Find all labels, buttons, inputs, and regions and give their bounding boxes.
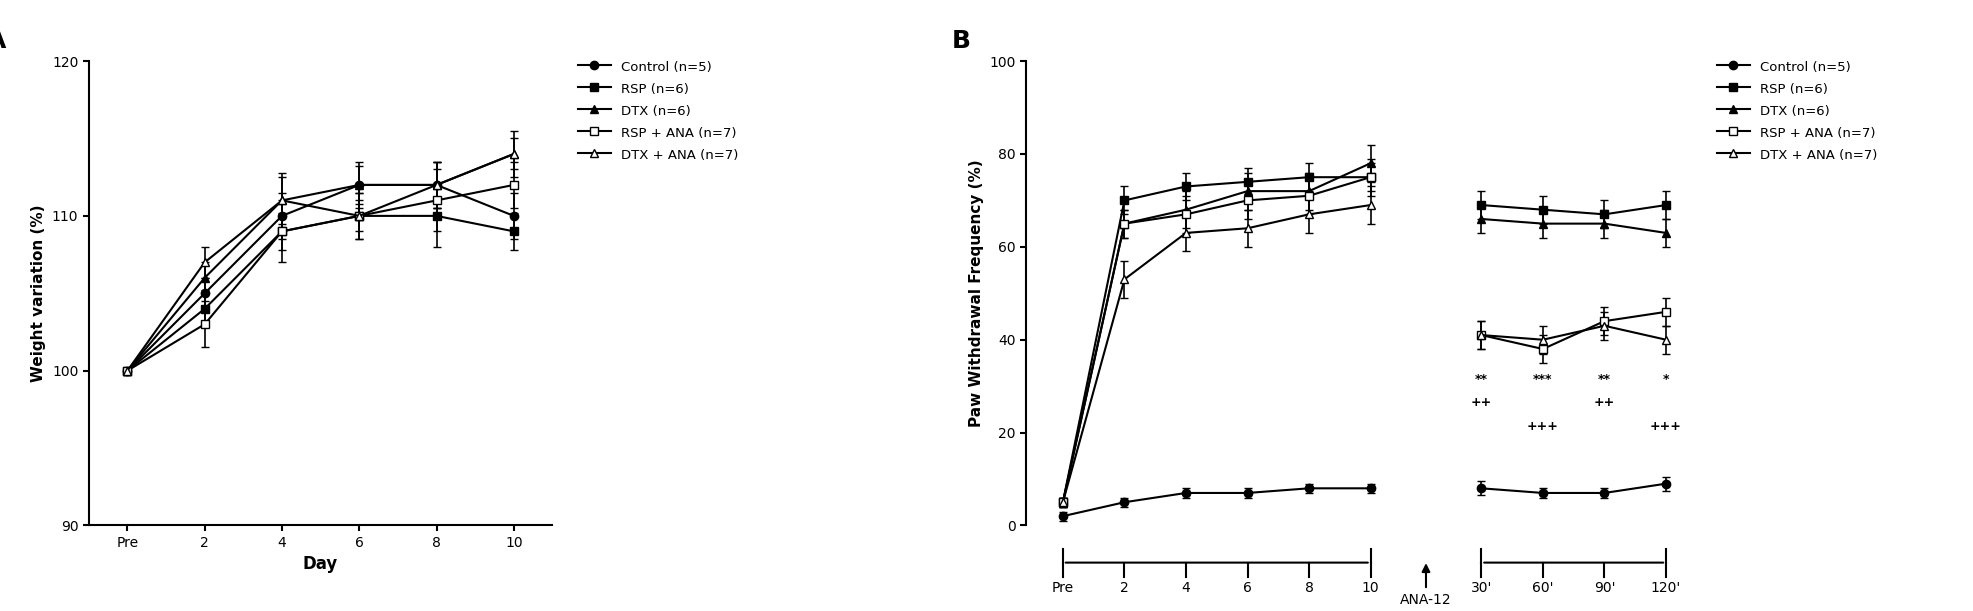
Text: 4: 4 (1182, 581, 1190, 595)
Text: ++: ++ (1470, 397, 1492, 409)
Y-axis label: Weight variation (%): Weight variation (%) (32, 205, 45, 382)
Text: ***: *** (1533, 373, 1553, 386)
Text: +++: +++ (1649, 420, 1681, 433)
Text: A: A (0, 29, 6, 53)
Text: 6: 6 (1243, 581, 1253, 595)
Text: 2: 2 (1121, 581, 1129, 595)
Legend: Control (n=5), RSP (n=6), DTX (n=6), RSP + ANA (n=7), DTX + ANA (n=7): Control (n=5), RSP (n=6), DTX (n=6), RSP… (578, 59, 738, 163)
Text: 90': 90' (1594, 581, 1616, 595)
Text: Pre: Pre (1052, 581, 1073, 595)
Text: 60': 60' (1533, 581, 1553, 595)
Text: 120': 120' (1651, 581, 1681, 595)
Text: B: B (953, 29, 971, 53)
Text: +++: +++ (1527, 420, 1559, 433)
Y-axis label: Paw Withdrawal Frequency (%): Paw Withdrawal Frequency (%) (969, 159, 985, 427)
Text: ANA-12: ANA-12 (1401, 565, 1452, 607)
Legend: Control (n=5), RSP (n=6), DTX (n=6), RSP + ANA (n=7), DTX + ANA (n=7): Control (n=5), RSP (n=6), DTX (n=6), RSP… (1717, 59, 1878, 163)
Text: ++: ++ (1594, 397, 1616, 409)
Text: **: ** (1598, 373, 1612, 386)
Text: *: * (1663, 373, 1669, 386)
Text: 30': 30' (1470, 581, 1492, 595)
Text: 8: 8 (1304, 581, 1314, 595)
Text: 10: 10 (1361, 581, 1379, 595)
Text: **: ** (1476, 373, 1488, 386)
X-axis label: Day: Day (304, 555, 337, 574)
